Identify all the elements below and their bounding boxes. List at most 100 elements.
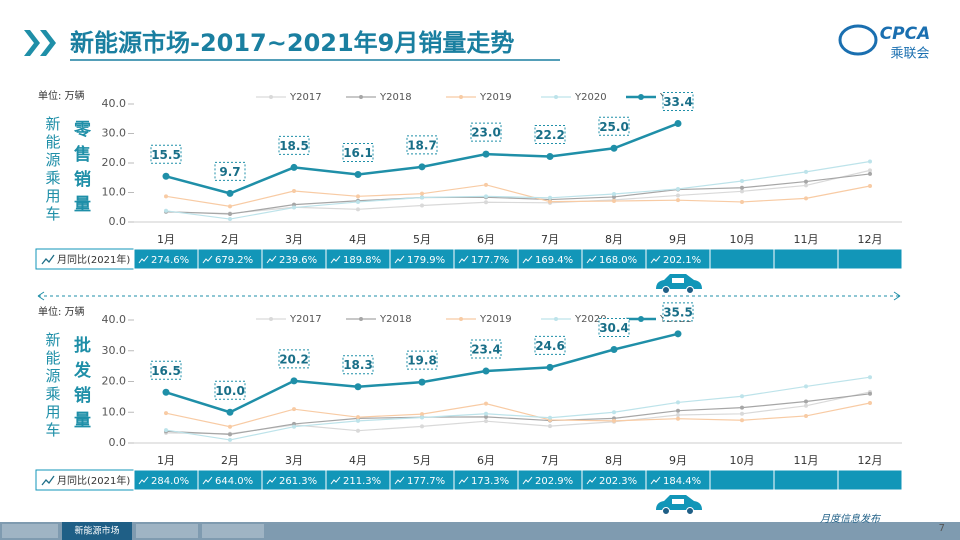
legend-dot [359,317,363,321]
y-tick-label: 0.0 [109,215,127,228]
series-line [165,173,871,215]
series-line [165,332,679,414]
yoy-value: 202.3% [599,476,637,487]
data-point [740,405,744,410]
yoy-value: 679.2% [215,255,253,266]
y-tick-label: 20.0 [102,375,127,388]
x-tick-label: 9月 [669,233,687,246]
data-point [292,407,296,412]
data-point [610,346,618,354]
data-point [484,194,488,199]
legend-dot [459,95,463,99]
footer-tab[interactable] [2,524,58,538]
yoy-cell [709,469,775,491]
data-point [546,363,554,371]
value-label: 24.6 [535,339,565,353]
footer-note: 月度信息发布 [820,513,882,525]
value-label: 15.5 [151,148,181,162]
legend-label: Y2019 [479,92,512,103]
data-point [804,384,808,389]
data-point [676,416,680,421]
data-point [868,159,872,164]
data-point [676,193,680,198]
unit-label: 单位: 万辆 [38,305,85,318]
car-wheel [662,507,670,515]
y-tick-label: 40.0 [102,97,127,110]
yoy-value: 274.6% [151,255,189,266]
x-tick-label: 6月 [477,454,495,467]
value-label: 33.4 [663,95,693,109]
value-label-box [150,360,182,380]
value-label: 22.2 [535,128,565,142]
yoy-cell-icon [522,255,533,264]
footer-tab-label[interactable]: 新能源市场 [74,525,119,537]
legend-dot [269,95,273,99]
legend-dot [459,317,463,321]
x-tick-label: 12月 [858,454,883,467]
legend-dot [638,94,644,100]
data-point [420,203,424,208]
value-label: 16.5 [151,364,181,378]
data-point [868,391,872,396]
data-point [356,199,360,204]
x-tick-label: 9月 [669,454,687,467]
value-label-box [406,350,438,370]
legend-label: Y2017 [289,92,322,103]
value-label-box [150,144,182,164]
legend-label: Y2018 [379,92,412,103]
value-label-box [598,116,630,136]
data-point [548,415,552,420]
data-point [804,179,808,184]
footer-tab-active[interactable] [62,522,132,540]
legend-dot [554,95,558,99]
left-label: 新能源乘用车 [44,116,62,224]
footer-tab[interactable] [136,524,198,538]
data-point [484,200,488,205]
data-point [420,424,424,429]
yoy-value: 177.7% [407,476,445,487]
data-point [228,424,232,429]
data-point [482,367,490,375]
data-point [868,184,872,189]
data-point [354,383,362,391]
legend-label: Y2020 [574,92,607,103]
data-point [420,412,424,417]
x-tick-label: 1月 [157,233,175,246]
data-point [804,399,808,404]
series-line [165,402,871,428]
data-point [676,408,680,413]
value-label: 25.0 [599,120,629,134]
legend-label: Y2017 [289,314,322,325]
yoy-cell-icon [138,255,149,264]
value-label-box [278,349,310,369]
yoy-cell-icon [586,476,597,485]
series-line [165,169,871,215]
yoy-cell-icon [138,476,149,485]
yoy-cell-icon [202,476,213,485]
data-point [868,401,872,406]
value-label-box [214,161,246,181]
data-point [418,163,426,171]
yoy-value: 189.8% [343,255,381,266]
data-point [804,183,808,188]
data-point [162,388,170,396]
yoy-cell-icon [394,476,405,485]
value-label-box [534,335,566,355]
value-label-box [662,91,694,111]
data-point [290,377,298,385]
legend-dot [554,317,558,321]
x-tick-label: 7月 [541,233,559,246]
data-point [226,189,234,197]
car-window [672,499,684,504]
footer-tab[interactable] [202,524,264,538]
data-point [226,408,234,416]
data-point [676,400,680,405]
y-tick-label: 0.0 [109,436,127,449]
value-label: 30.4 [599,321,629,335]
data-point [164,411,168,416]
yoy-cell-icon [266,255,277,264]
chevron-icon [24,30,56,56]
yoy-cell-icon [266,476,277,485]
data-point [676,413,680,418]
